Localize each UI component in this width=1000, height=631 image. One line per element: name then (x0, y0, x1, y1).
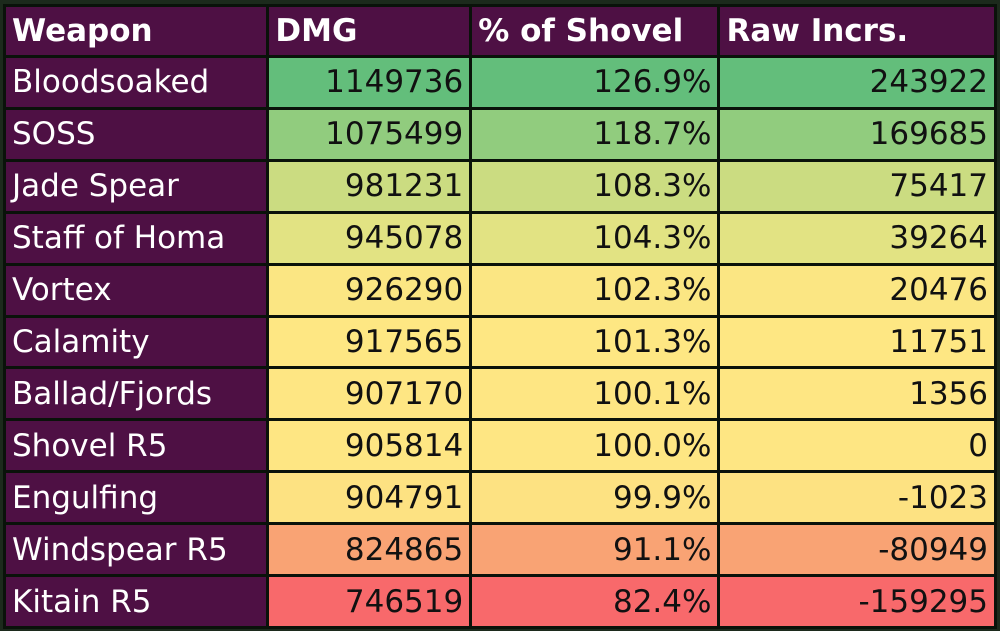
raw-increase-cell: 75417 (720, 161, 994, 211)
pct-of-shovel-cell: 118.7% (472, 109, 718, 159)
header-row: Weapon DMG % of Shovel Raw Incrs. (6, 7, 994, 55)
weapon-cell: Staff of Homa (6, 213, 267, 263)
raw-increase-cell: 0 (720, 421, 994, 471)
pct-of-shovel-cell: 100.0% (472, 421, 718, 471)
dmg-cell: 1075499 (269, 109, 470, 159)
header-dmg: DMG (269, 7, 470, 55)
table-row: Engulfing 904791 99.9% -1023 (6, 473, 994, 523)
pct-of-shovel-cell: 91.1% (472, 525, 718, 575)
raw-increase-cell: 1356 (720, 369, 994, 419)
raw-increase-cell: -159295 (720, 577, 994, 626)
raw-increase-cell: 11751 (720, 317, 994, 367)
weapon-cell: Bloodsoaked (6, 58, 267, 107)
dmg-cell: 907170 (269, 369, 470, 419)
weapon-cell: Vortex (6, 265, 267, 315)
dmg-cell: 904791 (269, 473, 470, 523)
table-row: Windspear R5 824865 91.1% -80949 (6, 525, 994, 575)
weapon-cell: Windspear R5 (6, 525, 267, 575)
pct-of-shovel-cell: 100.1% (472, 369, 718, 419)
weapon-cell: SOSS (6, 109, 267, 159)
header-raw-increase: Raw Incrs. (720, 7, 994, 55)
weapon-cell: Engulfing (6, 473, 267, 523)
table-row: Jade Spear 981231 108.3% 75417 (6, 161, 994, 211)
dmg-cell: 917565 (269, 317, 470, 367)
raw-increase-cell: -80949 (720, 525, 994, 575)
dmg-cell: 926290 (269, 265, 470, 315)
header-weapon: Weapon (6, 7, 267, 55)
dmg-cell: 746519 (269, 577, 470, 626)
raw-increase-cell: 20476 (720, 265, 994, 315)
table-row: Calamity 917565 101.3% 11751 (6, 317, 994, 367)
pct-of-shovel-cell: 82.4% (472, 577, 718, 626)
table-row: Bloodsoaked 1149736 126.9% 243922 (6, 58, 994, 107)
dmg-cell: 824865 (269, 525, 470, 575)
table-row: Vortex 926290 102.3% 20476 (6, 265, 994, 315)
table-row: Kitain R5 746519 82.4% -159295 (6, 577, 994, 626)
table-frame: Weapon DMG % of Shovel Raw Incrs. Bloods… (3, 4, 997, 629)
weapon-damage-table: Weapon DMG % of Shovel Raw Incrs. Bloods… (3, 4, 997, 629)
pct-of-shovel-cell: 102.3% (472, 265, 718, 315)
pct-of-shovel-cell: 99.9% (472, 473, 718, 523)
table-row: Ballad/Fjords 907170 100.1% 1356 (6, 369, 994, 419)
weapon-cell: Shovel R5 (6, 421, 267, 471)
dmg-cell: 905814 (269, 421, 470, 471)
pct-of-shovel-cell: 101.3% (472, 317, 718, 367)
pct-of-shovel-cell: 126.9% (472, 58, 718, 107)
pct-of-shovel-cell: 108.3% (472, 161, 718, 211)
table-row: Shovel R5 905814 100.0% 0 (6, 421, 994, 471)
table-row: SOSS 1075499 118.7% 169685 (6, 109, 994, 159)
pct-of-shovel-cell: 104.3% (472, 213, 718, 263)
weapon-cell: Kitain R5 (6, 577, 267, 626)
table-row: Staff of Homa 945078 104.3% 39264 (6, 213, 994, 263)
header-pct-of-shovel: % of Shovel (472, 7, 718, 55)
weapon-cell: Jade Spear (6, 161, 267, 211)
raw-increase-cell: -1023 (720, 473, 994, 523)
weapon-cell: Calamity (6, 317, 267, 367)
raw-increase-cell: 243922 (720, 58, 994, 107)
weapon-cell: Ballad/Fjords (6, 369, 267, 419)
dmg-cell: 945078 (269, 213, 470, 263)
raw-increase-cell: 169685 (720, 109, 994, 159)
raw-increase-cell: 39264 (720, 213, 994, 263)
dmg-cell: 1149736 (269, 58, 470, 107)
dmg-cell: 981231 (269, 161, 470, 211)
